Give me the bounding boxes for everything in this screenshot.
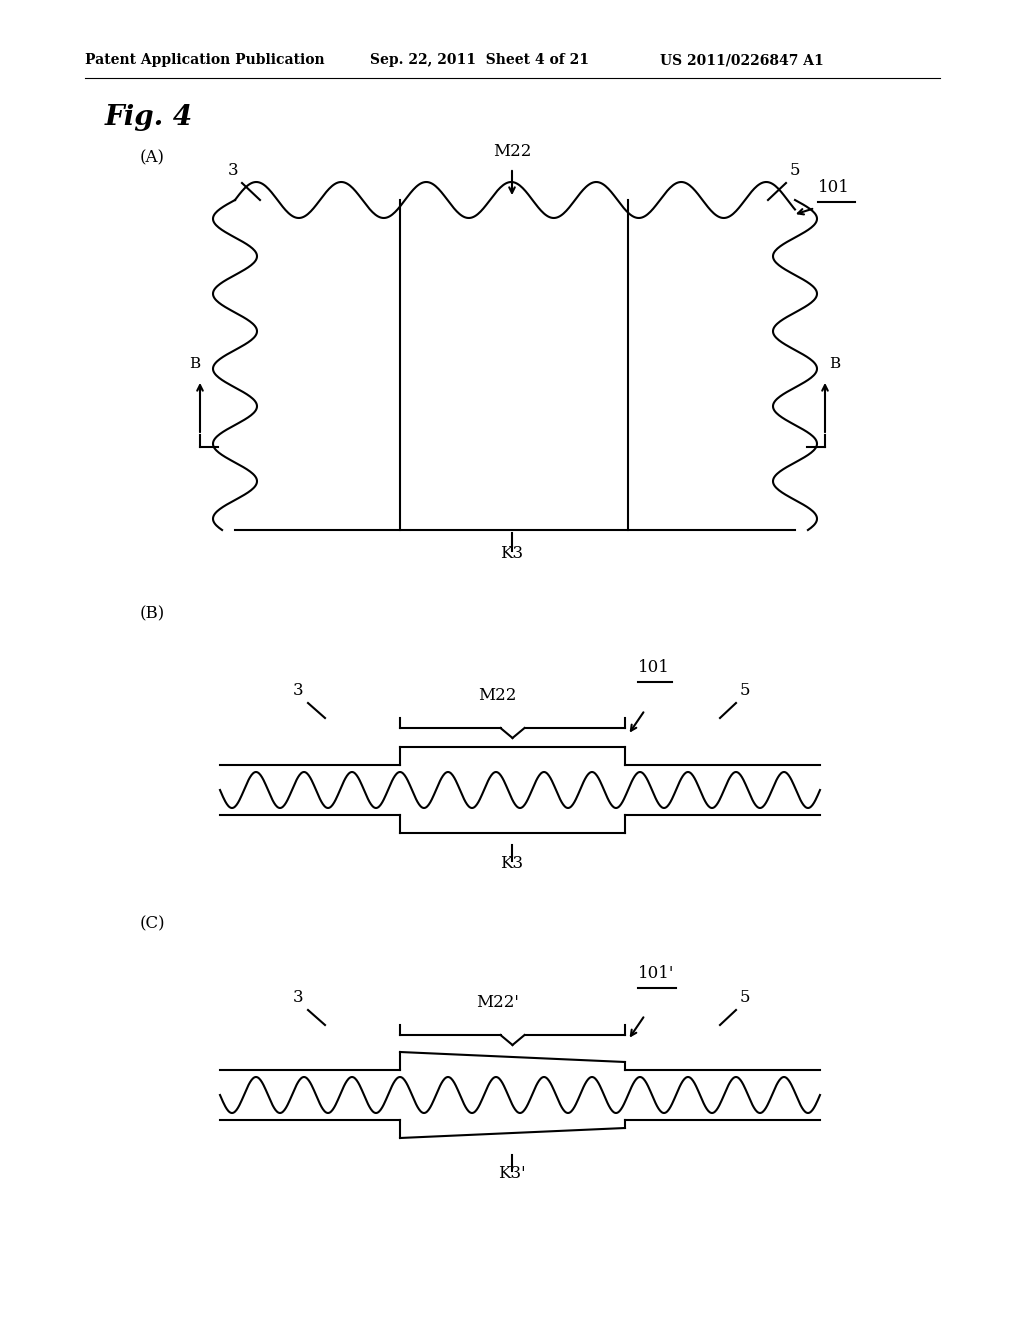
Text: Patent Application Publication: Patent Application Publication: [85, 53, 325, 67]
Text: M22: M22: [493, 144, 531, 161]
Text: (A): (A): [140, 149, 165, 166]
Text: (B): (B): [140, 605, 165, 622]
Text: 3: 3: [293, 989, 303, 1006]
Text: B: B: [189, 356, 201, 371]
Text: (C): (C): [140, 915, 166, 932]
Text: 5: 5: [739, 989, 751, 1006]
Text: Fig. 4: Fig. 4: [105, 104, 194, 131]
Text: 3: 3: [227, 162, 239, 180]
Text: 101: 101: [638, 659, 670, 676]
Text: US 2011/0226847 A1: US 2011/0226847 A1: [660, 53, 823, 67]
Text: 101': 101': [638, 965, 675, 982]
Text: 5: 5: [790, 162, 800, 180]
Text: 3: 3: [293, 682, 303, 700]
Text: 101: 101: [818, 180, 850, 195]
Text: K3': K3': [499, 1166, 525, 1181]
Text: M22': M22': [476, 994, 519, 1011]
Text: Sep. 22, 2011  Sheet 4 of 21: Sep. 22, 2011 Sheet 4 of 21: [370, 53, 589, 67]
Text: M22: M22: [478, 686, 517, 704]
Text: B: B: [829, 356, 841, 371]
Text: K3: K3: [501, 855, 523, 873]
Text: K3: K3: [501, 545, 523, 562]
Text: 5: 5: [739, 682, 751, 700]
